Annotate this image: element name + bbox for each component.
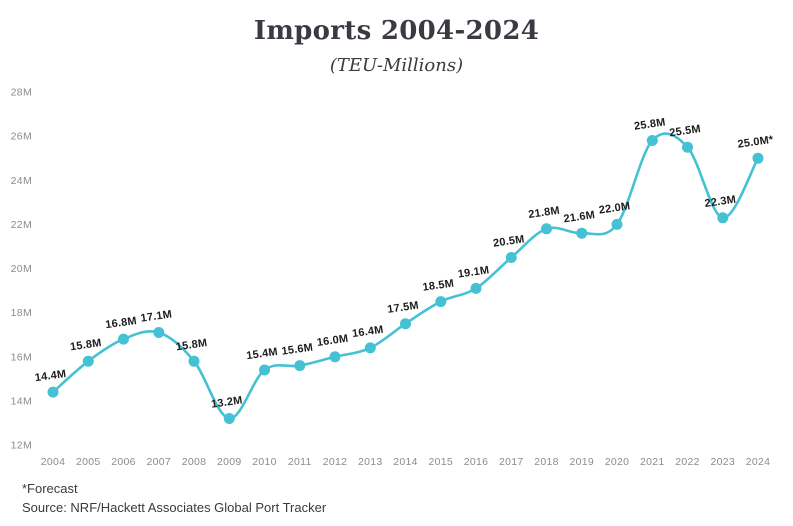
x-axis-tick-label: 2017 (499, 456, 524, 468)
data-point-label: 15.6M (281, 341, 314, 357)
x-axis-tick-label: 2009 (217, 456, 242, 468)
data-point (717, 212, 729, 224)
x-axis-tick-label: 2005 (76, 456, 101, 468)
data-point-label: 15.4M (246, 346, 279, 362)
data-point-label: 25.8M (633, 116, 666, 132)
x-axis-tick-label: 2019 (570, 456, 595, 468)
data-point-label: 22.0M (598, 200, 631, 216)
data-point-label: 19.1M (457, 264, 490, 280)
data-point (576, 227, 588, 239)
x-axis-tick-label: 2010 (252, 456, 277, 468)
data-point-label: 21.8M (528, 205, 561, 221)
data-point-label: 25.0M* (737, 134, 775, 151)
data-point (505, 252, 517, 263)
x-axis-tick-label: 2021 (640, 456, 665, 468)
data-point-label: 22.3M (704, 194, 737, 210)
data-point (470, 282, 482, 294)
x-axis-tick-label: 2020 (605, 456, 630, 468)
data-point (294, 360, 306, 372)
y-axis-tick-label: 24M (11, 175, 32, 187)
data-point (400, 318, 411, 330)
x-axis-tick-label: 2015 (429, 456, 454, 468)
x-axis-tick-label: 2022 (675, 456, 700, 468)
data-point (82, 355, 94, 367)
x-axis-tick-label: 2004 (41, 456, 66, 468)
x-axis-tick-label: 2014 (393, 456, 418, 468)
data-point (435, 296, 447, 308)
y-axis-tick-label: 16M (11, 351, 32, 363)
x-axis-tick-label: 2016 (464, 456, 489, 468)
data-point (364, 342, 376, 354)
data-point-label: 18.5M (422, 277, 455, 293)
data-point (259, 364, 270, 376)
data-point-label: 16.8M (105, 315, 138, 331)
y-axis-tick-label: 18M (11, 307, 32, 319)
y-axis-tick-label: 14M (11, 395, 32, 407)
y-axis-tick-label: 12M (11, 440, 32, 452)
y-axis-tick-label: 20M (11, 263, 32, 275)
data-point (611, 218, 623, 230)
imports-series-line (51, 132, 760, 420)
data-point (646, 135, 658, 146)
forecast-footnote: *Forecast (22, 481, 78, 496)
y-axis-tick-label: 26M (11, 131, 32, 143)
data-point-label: 15.8M (69, 337, 102, 353)
x-axis-tick-label: 2011 (288, 456, 312, 468)
x-axis-tick-label: 2007 (147, 456, 172, 468)
y-axis-tick-label: 22M (11, 219, 32, 231)
x-axis-tick-label: 2024 (746, 456, 771, 468)
chart-title: Imports 2004-2024 (253, 16, 540, 46)
x-axis-tick-label: 2023 (711, 456, 736, 468)
data-point-label: 17.5M (387, 300, 420, 316)
data-point-label: 16.0M (316, 333, 349, 349)
x-axis-tick-label: 2008 (182, 456, 207, 468)
data-point-label: 14.4M (34, 368, 67, 384)
data-point (153, 327, 165, 338)
data-point (223, 413, 235, 424)
data-point (118, 333, 129, 345)
data-point (188, 355, 200, 367)
data-point-label: 17.1M (140, 308, 173, 324)
x-axis-tick-label: 2006 (111, 456, 136, 468)
y-axis-tick-label: 28M (11, 87, 32, 99)
data-point (541, 223, 552, 235)
data-point-label: 20.5M (492, 233, 525, 249)
x-axis-tick-label: 2012 (323, 456, 348, 468)
data-point-label: 25.5M (669, 123, 702, 139)
data-point (682, 141, 693, 153)
data-point (752, 152, 764, 164)
data-point (329, 351, 341, 363)
data-point (47, 386, 59, 398)
x-axis-tick-label: 2018 (534, 456, 559, 468)
data-point-label: 21.6M (563, 209, 596, 225)
data-point-label: 13.2M (210, 394, 243, 410)
source-note: Source: NRF/Hackett Associates Global Po… (22, 500, 327, 515)
x-axis-tick-label: 2013 (358, 456, 383, 468)
data-point-label: 15.8M (175, 337, 208, 353)
data-point-label: 16.4M (351, 324, 384, 340)
chart-subtitle: (TEU-Millions) (329, 55, 464, 76)
